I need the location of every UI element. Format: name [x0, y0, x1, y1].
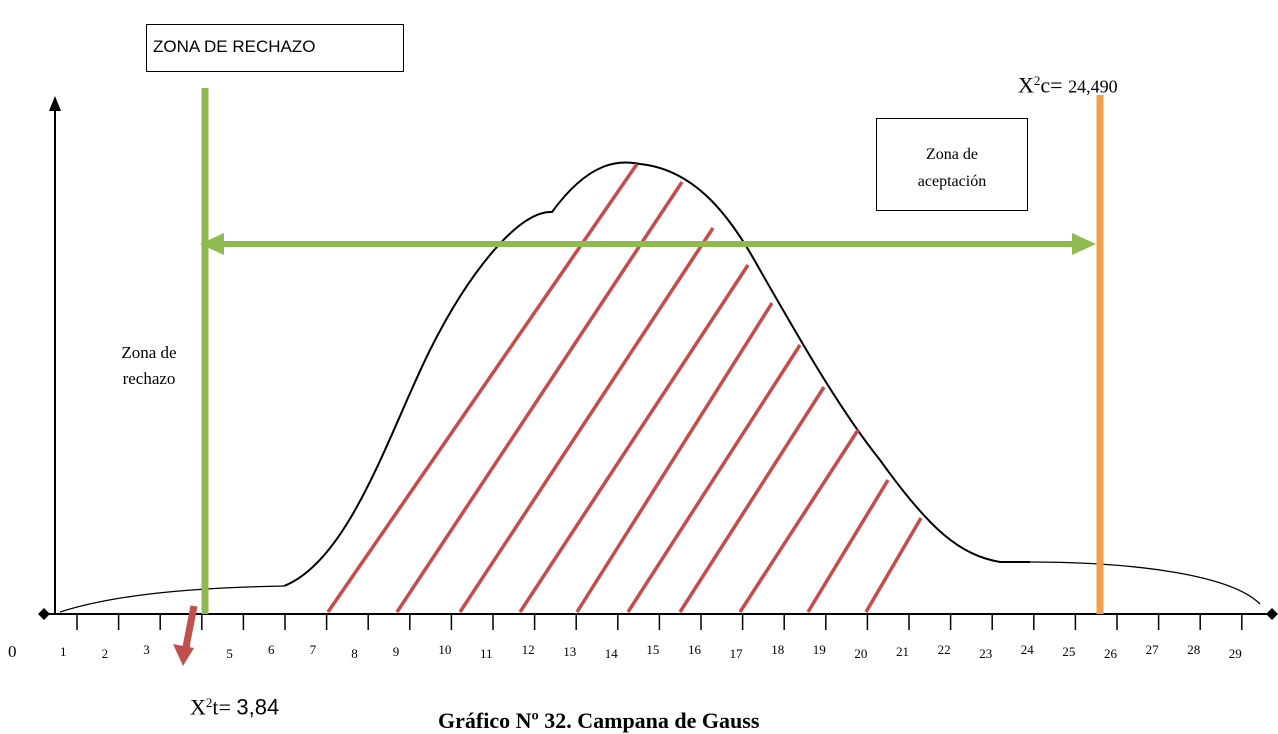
axis-tick-label: 27	[1146, 642, 1160, 657]
axis-tick-label: 6	[268, 642, 275, 657]
axis-tick-label: 20	[854, 646, 867, 661]
axis-tick-label: 13	[563, 644, 576, 659]
hatch-line	[806, 479, 890, 613]
acceptance-arrow-left-head	[200, 233, 224, 255]
axis-tick-label: 11	[480, 646, 493, 661]
chi-table-base: X	[190, 694, 206, 720]
axis-tick-label: 3	[143, 642, 150, 657]
hatch-line	[458, 227, 715, 613]
chi-calc-suffix: c=	[1040, 72, 1069, 98]
chi-table-sup: 2	[205, 695, 213, 710]
axis-tick-label: 19	[813, 642, 826, 657]
bell-curve	[283, 161, 1030, 587]
axis-tick-label: 18	[771, 642, 784, 657]
hatch-line	[326, 163, 639, 613]
axis-tick-label: 15	[646, 642, 659, 657]
rejection-zone-box: ZONA DE RECHAZO	[146, 24, 404, 72]
rejection-zone-label: Zona de rechazo	[84, 340, 214, 392]
hatch-line	[518, 264, 750, 613]
chi-calc-sup: 2	[1033, 73, 1041, 88]
axis-origin-label: 0	[8, 642, 17, 661]
acceptance-zone-line2: aceptación	[917, 173, 987, 190]
acceptance-arrow-right-head	[1072, 233, 1096, 255]
y-axis-arrowhead	[49, 96, 61, 111]
axis-tick-label: 12	[522, 642, 535, 657]
axis-tick-label: 16	[688, 642, 702, 657]
x-axis-ticks: 0123456789101112131415161718192021222324…	[8, 614, 1243, 661]
axis-tick-label: 10	[438, 642, 451, 657]
axis-tick-label: 5	[226, 646, 233, 661]
axis-tick-label: 24	[1021, 642, 1035, 657]
axis-tick-label: 23	[979, 646, 992, 661]
hatch-line	[864, 517, 923, 613]
rejection-zone-box-label: ZONA DE RECHAZO	[153, 37, 316, 56]
chi-calc-value: 24,490	[1068, 76, 1118, 97]
axis-tick-label: 17	[730, 646, 744, 661]
left-tail-curve	[59, 585, 285, 613]
axis-tick-label: 28	[1187, 642, 1200, 657]
figure-caption: Gráfico Nº 32. Campana de Gauss	[438, 708, 760, 733]
chi-calc-base: X	[1018, 72, 1034, 98]
x-axis-right-marker	[1266, 608, 1278, 620]
axis-tick-label: 22	[938, 642, 951, 657]
hatch-line	[626, 344, 802, 613]
chi-table-value: 3,84	[236, 694, 280, 720]
axis-tick-label: 7	[310, 642, 317, 657]
hatch-line	[678, 386, 826, 613]
chi-table-suffix: t=	[212, 694, 237, 720]
rejection-zone-line2: rechazo	[122, 369, 176, 388]
rejection-zone-line1: Zona de	[121, 343, 177, 362]
axis-tick-label: 29	[1229, 646, 1242, 661]
axis-tick-label: 14	[605, 646, 619, 661]
chi-table-arrow	[181, 605, 198, 653]
hatch-line	[738, 429, 860, 613]
chi-table-arrow-head	[173, 644, 194, 666]
acceptance-hatching	[326, 163, 923, 613]
hatch-line	[575, 302, 774, 613]
axis-tick-label: 9	[393, 644, 400, 659]
right-tail-curve	[1029, 561, 1261, 605]
axis-tick-label: 1	[60, 644, 67, 659]
axis-tick-label: 2	[102, 646, 109, 661]
acceptance-zone-line1: Zona de	[926, 146, 978, 163]
chi-square-calculated: X2c= 24,490	[1018, 72, 1118, 98]
x-axis-left-marker	[38, 608, 50, 620]
axis-tick-label: 8	[351, 646, 358, 661]
acceptance-zone-box: Zona de aceptación	[876, 118, 1028, 211]
axis-tick-label: 26	[1104, 646, 1118, 661]
axis-tick-label: 25	[1062, 644, 1075, 659]
axis-tick-label: 21	[896, 644, 909, 659]
chi-square-table: X2t= 3,84	[190, 694, 279, 720]
hatch-line	[395, 181, 684, 613]
